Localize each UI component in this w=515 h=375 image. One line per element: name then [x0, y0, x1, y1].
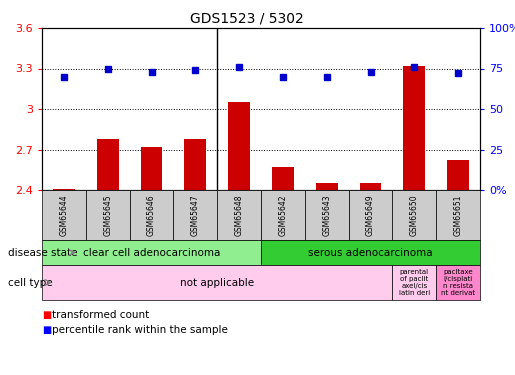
- Text: GSM65646: GSM65646: [147, 194, 156, 236]
- Bar: [272, 167, 294, 190]
- Text: GSM65645: GSM65645: [103, 194, 112, 236]
- Text: pacltaxe
l/cisplati
n resista
nt derivat: pacltaxe l/cisplati n resista nt derivat: [441, 269, 475, 296]
- Text: GSM65648: GSM65648: [235, 194, 244, 236]
- Text: GSM65650: GSM65650: [410, 194, 419, 236]
- Text: parental
of paclit
axel/cis
latin deri: parental of paclit axel/cis latin deri: [399, 269, 430, 296]
- Bar: [403, 66, 425, 190]
- Bar: [184, 139, 206, 190]
- Text: percentile rank within the sample: percentile rank within the sample: [52, 325, 228, 335]
- Text: GSM65643: GSM65643: [322, 194, 331, 236]
- Text: GSM65651: GSM65651: [454, 194, 462, 236]
- Text: ■: ■: [42, 310, 52, 320]
- Bar: [447, 160, 469, 190]
- Bar: [141, 147, 162, 190]
- Bar: [359, 183, 382, 190]
- Text: GSM65644: GSM65644: [59, 194, 68, 236]
- Text: GSM65642: GSM65642: [279, 194, 287, 236]
- Bar: [53, 189, 75, 190]
- Text: clear cell adenocarcinoma: clear cell adenocarcinoma: [83, 248, 220, 258]
- Bar: [316, 183, 338, 190]
- Text: GSM65649: GSM65649: [366, 194, 375, 236]
- Text: GDS1523 / 5302: GDS1523 / 5302: [191, 12, 304, 26]
- Text: not applicable: not applicable: [180, 278, 254, 288]
- Text: GSM65647: GSM65647: [191, 194, 200, 236]
- Text: transformed count: transformed count: [52, 310, 149, 320]
- Text: serous adenocarcinoma: serous adenocarcinoma: [308, 248, 433, 258]
- Text: ■: ■: [42, 325, 52, 335]
- Bar: [97, 139, 118, 190]
- Text: disease state: disease state: [8, 248, 77, 258]
- Bar: [228, 102, 250, 190]
- Text: cell type: cell type: [8, 278, 53, 288]
